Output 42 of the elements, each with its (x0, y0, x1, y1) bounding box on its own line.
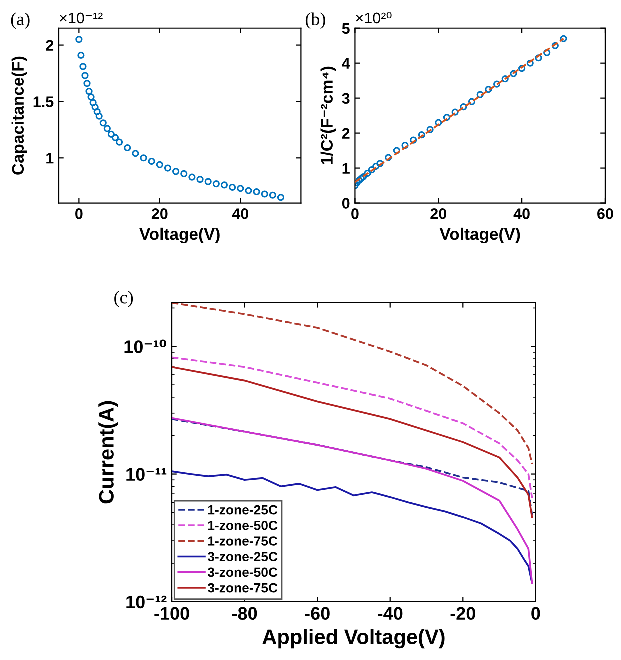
x-tick-label: 0 (76, 208, 83, 220)
x-tick-label: 0 (352, 208, 359, 220)
chart-title: (a) (11, 12, 30, 30)
y-tick-label: 1 (46, 153, 54, 164)
text: ×10²⁰ (356, 12, 392, 24)
legend-label: 3-zone-75C (208, 583, 278, 593)
y-tick-label: 10⁻¹⁰ (124, 340, 166, 354)
x-axis-title: Voltage(V) (440, 228, 520, 244)
y-tick-label: 2 (46, 40, 54, 51)
x-tick-label: 20 (430, 208, 447, 220)
x-tick-label: -80 (232, 607, 258, 620)
text: ×10⁻¹² (60, 12, 103, 24)
y-tick-label: 2 (342, 128, 350, 139)
x-tick-label: -60 (305, 607, 330, 620)
x-tick-label: 40 (514, 208, 530, 220)
legend-label: 3-zone-25C (208, 552, 278, 562)
x-tick-label: 20 (152, 208, 168, 220)
y-axis-title: 1/C²(F⁻²cm⁴) (320, 66, 336, 164)
legend-label: 1-zone-75C (208, 536, 278, 546)
x-tick-label: 60 (598, 208, 614, 220)
x-tick-label: 0 (532, 607, 540, 620)
y-axis-title: Current(A) (98, 401, 118, 504)
x-axis-title: Voltage(V) (140, 228, 220, 244)
x-tick-label: 40 (232, 208, 249, 220)
y-axis-title: Capacitance(F) (12, 56, 28, 175)
x-tick-label: -40 (378, 607, 403, 620)
y-tick-label: 10⁻¹² (126, 596, 167, 609)
y-tick-label: 4 (342, 58, 350, 69)
y-tick-label: 1 (342, 163, 350, 174)
y-tick-label: 0 (342, 198, 350, 209)
x-axis-title: Applied Voltage(V) (262, 629, 445, 649)
chart-title: (c) (114, 291, 134, 308)
y-tick-label: 3 (342, 93, 350, 104)
chart-title: (b) (306, 12, 326, 30)
y-tick-label: 1.5 (34, 96, 54, 108)
x-tick-label: -20 (450, 607, 476, 620)
legend-label: 3-zone-50C (208, 568, 278, 578)
x-tick-label: -100 (154, 607, 190, 620)
legend-label: 1-zone-25C (208, 505, 278, 515)
legend-label: 1-zone-50C (208, 520, 278, 530)
y-tick-label: 10⁻¹¹ (126, 468, 167, 482)
y-tick-label: 5 (342, 23, 350, 34)
